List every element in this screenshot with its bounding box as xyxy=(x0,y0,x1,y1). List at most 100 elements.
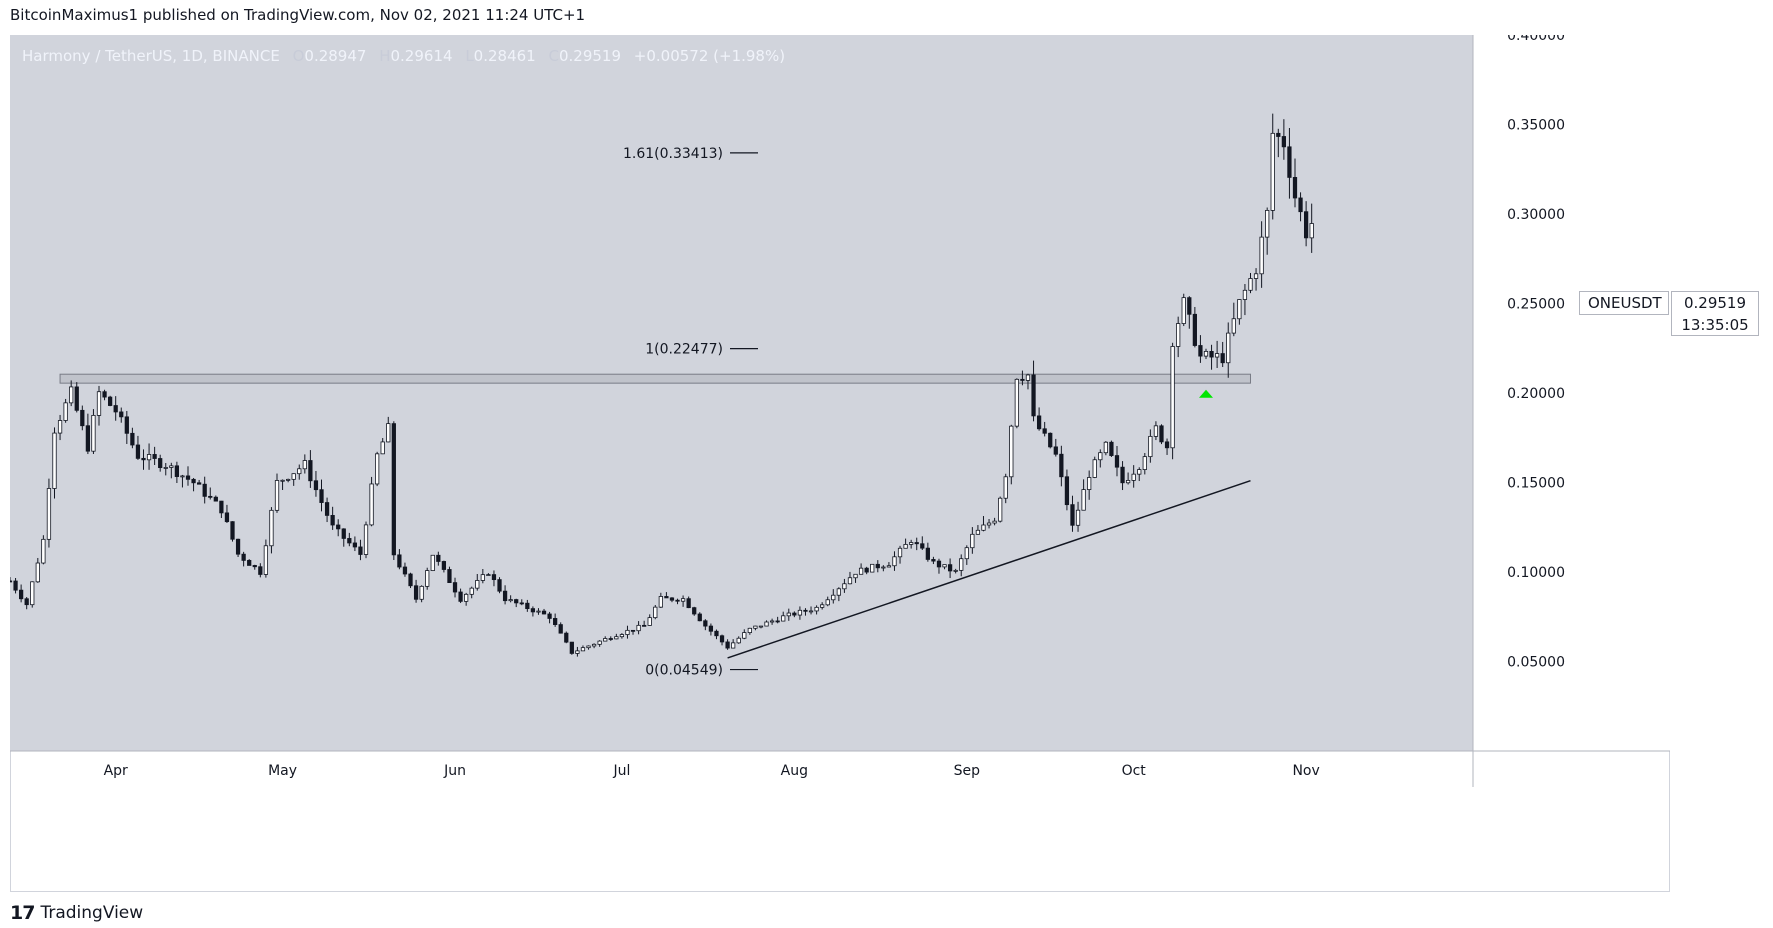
candle-body xyxy=(130,432,135,446)
candle-body xyxy=(158,458,163,469)
candle-body xyxy=(57,420,63,434)
candle-body xyxy=(1270,132,1275,211)
candle-body xyxy=(441,561,447,570)
price-tick-label: 0.05000 xyxy=(1507,655,1565,671)
candle-body xyxy=(263,545,269,575)
candle-body xyxy=(836,588,841,596)
currency-label[interactable]: USDT xyxy=(1624,48,1663,64)
candle-body xyxy=(591,643,597,647)
candle-body xyxy=(1125,480,1131,484)
price-tag-price: 0.29519 xyxy=(1683,294,1747,312)
ohlc-legend: Harmony / TetherUS, 1D, BINANCE O0.28947… xyxy=(22,47,785,65)
candle-body xyxy=(1287,146,1292,178)
candle-body xyxy=(46,488,52,540)
candle-body xyxy=(502,590,508,602)
candle-body xyxy=(419,585,424,600)
candle-body xyxy=(1014,378,1019,427)
candle-body xyxy=(1292,177,1298,199)
candle-body xyxy=(981,524,986,531)
candle-body xyxy=(191,478,196,484)
candle-body xyxy=(664,596,669,599)
candle-body xyxy=(764,621,769,627)
candle-body xyxy=(52,432,57,489)
candle-body xyxy=(970,533,975,549)
candle-body xyxy=(369,483,374,526)
candle-body xyxy=(703,620,708,627)
candle-body xyxy=(10,580,13,583)
candle-body xyxy=(1131,473,1136,481)
candle-body xyxy=(1048,432,1053,448)
candle-body xyxy=(1237,299,1242,320)
candle-body xyxy=(1170,346,1175,449)
footer-brand[interactable]: TradingView xyxy=(40,903,144,923)
candle-body xyxy=(491,574,497,581)
candle-body xyxy=(1020,378,1025,381)
time-tick-label: Nov xyxy=(1292,763,1319,779)
fib-level-label: 1(0.22477) xyxy=(645,342,723,358)
candle-body xyxy=(174,465,180,477)
candle-body xyxy=(286,478,291,481)
candle-body xyxy=(642,624,647,627)
candle-body xyxy=(842,583,847,590)
candle-body xyxy=(341,528,346,539)
tradingview-logo-icon[interactable]: 17 xyxy=(10,902,35,924)
legend-open-key: O xyxy=(292,47,305,65)
candle-body xyxy=(313,480,319,491)
candle-body xyxy=(208,495,213,498)
candle-body xyxy=(903,544,908,549)
candle-body xyxy=(680,598,686,602)
candle-body xyxy=(1042,428,1047,434)
candle-body xyxy=(308,460,313,482)
candle-body xyxy=(530,608,536,613)
candle-body xyxy=(975,529,981,535)
candlestick-chart[interactable]: 1.61(0.33413) 1(0.22477) 0(0.04549) 0.4000… xyxy=(10,35,1670,892)
candle-body xyxy=(1092,459,1097,478)
candle-body xyxy=(1148,435,1153,458)
candle-body xyxy=(1031,374,1036,417)
candle-body xyxy=(458,591,463,602)
candle-body xyxy=(152,454,157,459)
last-price-tag: ONEUSDT 0.29519 13:35:05 xyxy=(1579,291,1759,336)
candle-body xyxy=(280,479,285,482)
candle-body xyxy=(252,565,257,568)
candle-body xyxy=(758,625,764,628)
candle-body xyxy=(41,538,46,564)
candle-body xyxy=(391,423,396,556)
candle-body xyxy=(831,594,836,601)
candle-body xyxy=(80,409,85,427)
candle-body xyxy=(1087,477,1092,490)
candle-body xyxy=(1231,318,1236,334)
candle-body xyxy=(258,566,263,575)
candle-body xyxy=(1181,297,1186,324)
candle-body xyxy=(408,573,413,587)
candle-body xyxy=(1120,466,1125,484)
candle-body xyxy=(464,593,469,602)
candle-body xyxy=(297,468,302,475)
candle-body xyxy=(291,473,296,480)
price-tag-box: 0.29519 13:35:05 xyxy=(1671,291,1759,336)
candle-body xyxy=(224,512,230,523)
candle-body xyxy=(619,634,625,638)
candle-body xyxy=(1176,323,1181,347)
legend-low-value: 0.28461 xyxy=(473,47,536,65)
candle-body xyxy=(747,627,752,634)
candle-body xyxy=(1303,211,1309,239)
candle-body xyxy=(1253,273,1259,279)
candle-body xyxy=(108,396,113,406)
candle-body xyxy=(1209,351,1214,358)
candle-body xyxy=(736,637,741,644)
legend-close-key: C xyxy=(548,47,559,65)
price-tag-symbol: ONEUSDT xyxy=(1579,291,1669,315)
time-tick-label: Aug xyxy=(781,763,808,779)
candle-body xyxy=(1098,452,1103,461)
candle-body xyxy=(614,636,619,640)
candle-body xyxy=(1309,223,1314,239)
candle-body xyxy=(942,564,947,568)
candle-body xyxy=(569,641,574,654)
candle-body xyxy=(675,599,680,602)
candle-body xyxy=(553,618,558,625)
candle-body xyxy=(1226,332,1231,364)
candle-body xyxy=(1164,441,1170,449)
price-tick-label: 0.40000 xyxy=(1507,35,1565,44)
candle-body xyxy=(358,546,363,555)
